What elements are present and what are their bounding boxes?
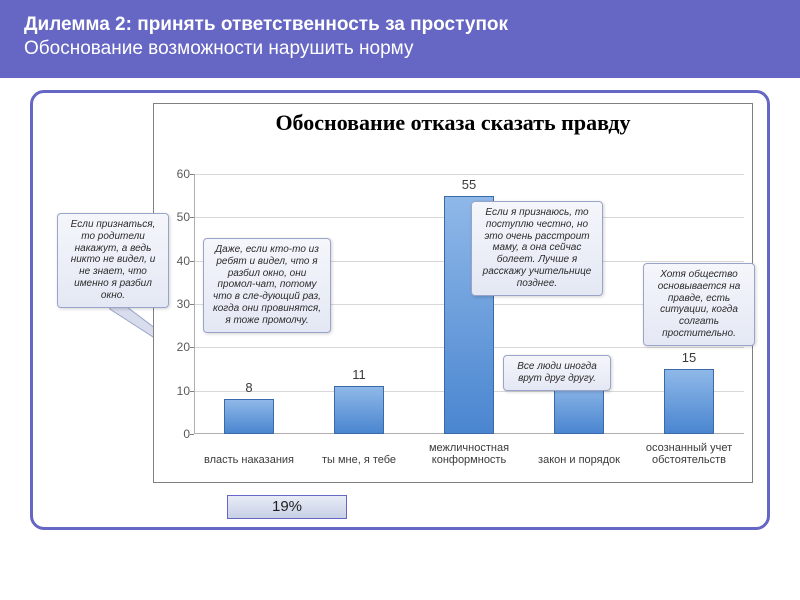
y-tick-mark [190, 434, 194, 435]
bar-value-label: 11 [352, 367, 366, 382]
y-tick-label: 0 [166, 427, 190, 441]
bar-value-label: 8 [245, 380, 252, 395]
y-tick-label: 10 [166, 384, 190, 398]
bar [224, 399, 274, 434]
chart-title: Обоснование отказа сказать правду [154, 104, 752, 135]
y-tick-label: 40 [166, 254, 190, 268]
callout-box: Если признаться, то родители накажут, а … [57, 213, 169, 308]
bar [664, 369, 714, 434]
gridline [194, 174, 744, 175]
bar-value-label: 55 [462, 177, 476, 192]
category-label: осознанный учет обстоятельств [639, 442, 739, 466]
bar [334, 386, 384, 434]
bar-value-label: 15 [682, 350, 696, 365]
category-label: ты мне, я тебе [309, 454, 409, 466]
callout-box: Даже, если кто-то из ребят и видел, что … [203, 238, 331, 333]
category-label: власть наказания [199, 454, 299, 466]
callout-box: Хотя общество основывается на правде, ес… [643, 263, 755, 346]
slide-header: Дилемма 2: принять ответственность за пр… [0, 0, 800, 78]
y-tick-label: 30 [166, 297, 190, 311]
y-axis [194, 174, 195, 434]
content-panel: Обоснование отказа сказать правду 0 10 20 3… [30, 90, 770, 530]
category-label: закон и порядок [529, 454, 629, 466]
y-tick-label: 60 [166, 167, 190, 181]
category-label: межличностная конформность [419, 442, 519, 466]
header-subtitle: Обоснование возможности нарушить норму [24, 38, 776, 60]
y-tick-label: 50 [166, 210, 190, 224]
percentage-box: 19% [227, 495, 347, 519]
callout-box: Все люди иногда врут друг другу. [503, 355, 611, 391]
header-title: Дилемма 2: принять ответственность за пр… [24, 14, 776, 36]
y-tick-label: 20 [166, 340, 190, 354]
callout-box: Если я признаюсь, то поступлю честно, но… [471, 201, 603, 296]
